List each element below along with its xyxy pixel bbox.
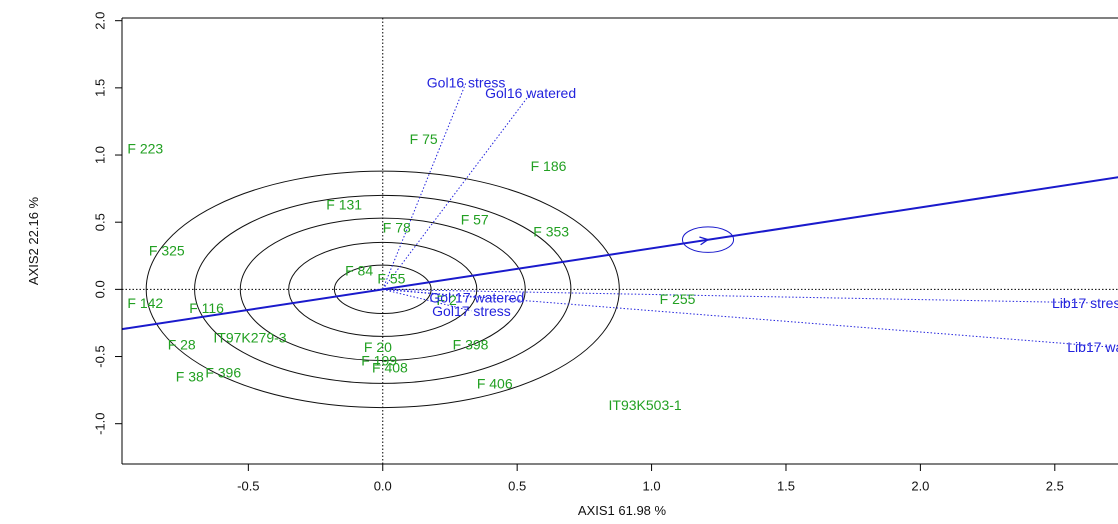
genotype-label: F 116 bbox=[189, 300, 224, 316]
x-tick-label: 0.5 bbox=[508, 479, 526, 494]
axes-layer: -0.5 0.0 0.5 1.0 1.5 2.0 2.5 -1.0 -0.5 0.0 0.5 1.0 1… bbox=[93, 12, 1118, 494]
concentric-circle bbox=[194, 194, 572, 384]
x-axis-title: AXIS1 61.98 % bbox=[578, 503, 667, 518]
x-tick-label: 2.0 bbox=[911, 479, 929, 494]
x-tick-label: 0.0 bbox=[374, 479, 392, 494]
y-axis-title: AXIS2 22.16 % bbox=[26, 196, 41, 285]
average-environment-arrow-icon bbox=[699, 236, 710, 246]
genotype-label: F 84 bbox=[345, 263, 373, 279]
genotype-label: F 38 bbox=[176, 369, 204, 385]
environment-label: Lib17 watered bbox=[1067, 339, 1118, 355]
genotype-label: F 353 bbox=[533, 224, 569, 240]
genotype-label: F 57 bbox=[461, 212, 489, 228]
genotype-label: F 406 bbox=[477, 375, 513, 391]
environment-label: Gol 17 watered bbox=[429, 289, 524, 305]
genotype-label: F 396 bbox=[205, 365, 241, 381]
y-tick-label: 0.0 bbox=[93, 280, 108, 298]
genotype-label: F 28 bbox=[168, 336, 196, 352]
genotype-label: F 255 bbox=[660, 291, 696, 307]
environment-label: Gol16 stress bbox=[427, 74, 506, 90]
genotype-label: IT93K503-1 bbox=[609, 397, 682, 413]
genotype-label: F 186 bbox=[531, 158, 567, 174]
concentric-circle bbox=[333, 264, 432, 315]
genotype-label: F 408 bbox=[372, 359, 408, 375]
environment-label: Lib17 stress bbox=[1052, 295, 1118, 311]
genotype-label: F 2 bbox=[437, 292, 457, 308]
genotype-label: F 325 bbox=[149, 242, 185, 258]
concentric-circle bbox=[145, 170, 620, 409]
y-tick-label: -1.0 bbox=[93, 412, 108, 434]
genotype-label: F 55 bbox=[377, 271, 405, 287]
genotype-label: F 142 bbox=[127, 295, 163, 311]
concentric-circles-layer bbox=[145, 170, 620, 409]
y-tick-label: 1.5 bbox=[93, 79, 108, 97]
reference-lines-layer bbox=[122, 18, 1118, 464]
environment-vector bbox=[382, 92, 532, 290]
genotype-labels-layer: F 223 F 75 F 186 F 131 F 57 F 78 F 353 F 325 F 8… bbox=[127, 131, 695, 413]
environment-vector bbox=[382, 288, 472, 312]
genotype-label: F 398 bbox=[453, 336, 489, 352]
average-environment-axis-line bbox=[122, 176, 1118, 331]
y-tick-label: 1.0 bbox=[93, 146, 108, 164]
genotype-label: F 20 bbox=[364, 339, 392, 355]
genotype-label: F 78 bbox=[383, 220, 411, 236]
average-environment-axis-layer bbox=[122, 176, 1118, 331]
x-tick-label: 2.5 bbox=[1046, 479, 1064, 494]
y-tick-label: 0.5 bbox=[93, 213, 108, 231]
environment-label: Gol16 watered bbox=[485, 85, 576, 101]
environment-vector bbox=[382, 288, 1090, 304]
x-tick-label: 1.0 bbox=[643, 479, 661, 494]
environment-label: Gol17 stress bbox=[432, 303, 511, 319]
genotype-label: IT97K279-3 bbox=[213, 330, 286, 346]
genotype-label: F 75 bbox=[410, 131, 438, 147]
environment-vector bbox=[382, 82, 467, 290]
concentric-circle bbox=[239, 217, 526, 362]
genotype-label: F 199 bbox=[361, 353, 397, 369]
environment-vector bbox=[382, 288, 1112, 348]
genotype-label: F 131 bbox=[326, 197, 362, 213]
x-tick-label: -0.5 bbox=[237, 479, 259, 494]
average-environment-marker bbox=[681, 226, 735, 253]
y-tick-label: 2.0 bbox=[93, 12, 108, 30]
environment-vectors-layer bbox=[382, 82, 1112, 348]
genotype-label: F 223 bbox=[127, 140, 163, 156]
concentric-circle bbox=[288, 241, 478, 337]
y-tick-label: -0.5 bbox=[93, 345, 108, 367]
x-tick-label: 1.5 bbox=[777, 479, 795, 494]
